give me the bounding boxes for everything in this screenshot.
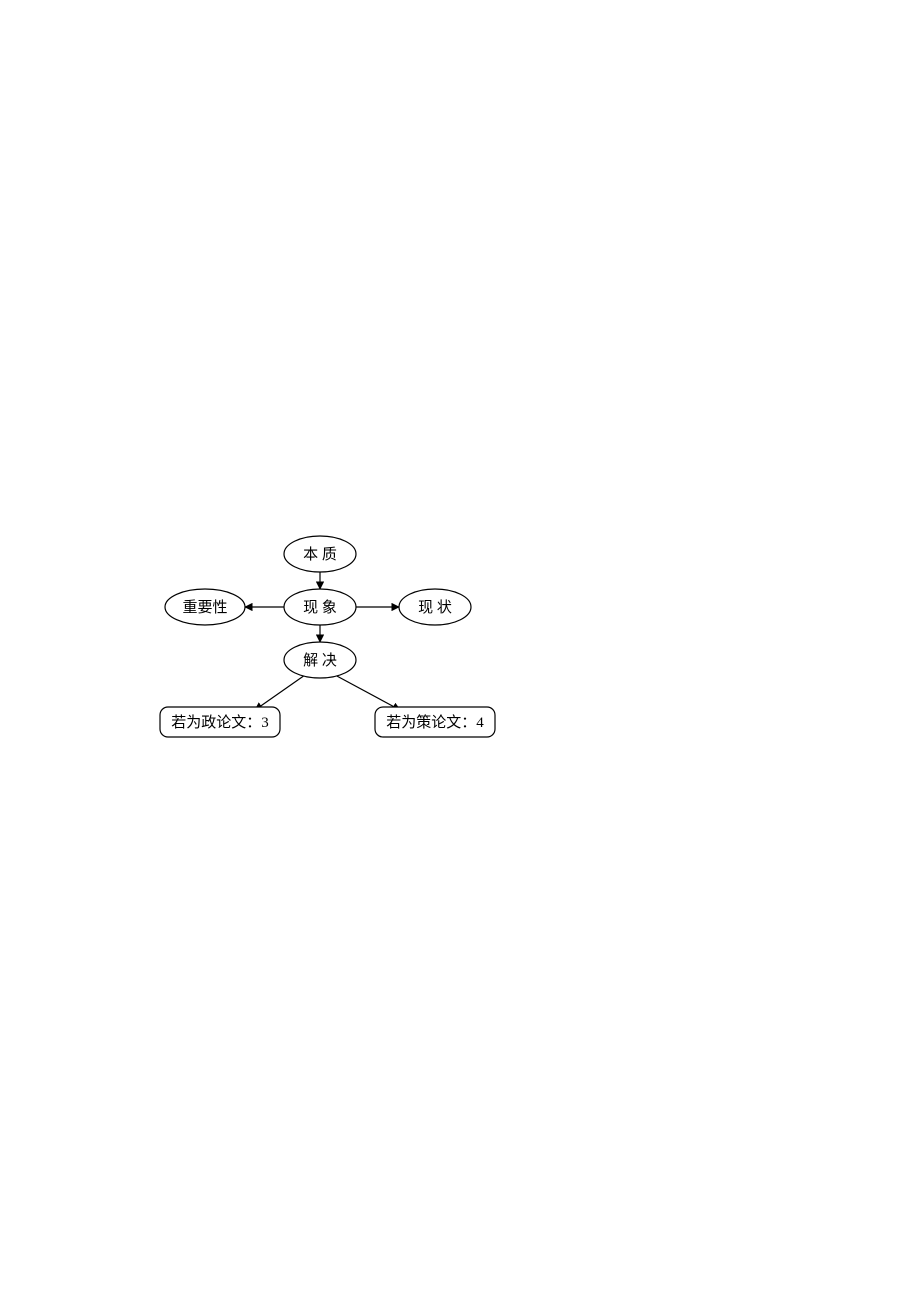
mindmap-diagram-2 bbox=[140, 281, 860, 522]
svg-text:解 决: 解 决 bbox=[303, 652, 337, 669]
mindmap-diagram-3: 本 质现 象 重要性 现 状解 决若为政论文：3 若为策论文：4 bbox=[140, 532, 860, 753]
mindmap-diagram-1 bbox=[140, 50, 860, 271]
svg-text:若为策论文：4: 若为策论文：4 bbox=[386, 714, 484, 731]
svg-text:本 质: 本 质 bbox=[303, 546, 337, 563]
svg-text:现 状: 现 状 bbox=[418, 599, 452, 616]
svg-text:重要性: 重要性 bbox=[182, 599, 227, 616]
svg-text:现 象: 现 象 bbox=[303, 599, 337, 616]
svg-text:若为政论文：3: 若为政论文：3 bbox=[171, 714, 269, 731]
